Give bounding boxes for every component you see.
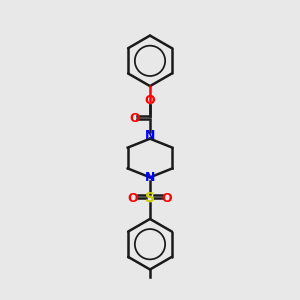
Text: O: O [130, 112, 140, 125]
Text: S: S [145, 191, 155, 205]
Text: N: N [145, 171, 155, 184]
Text: N: N [145, 129, 155, 142]
Text: O: O [128, 192, 138, 205]
Text: O: O [162, 192, 172, 205]
Text: O: O [145, 94, 155, 107]
